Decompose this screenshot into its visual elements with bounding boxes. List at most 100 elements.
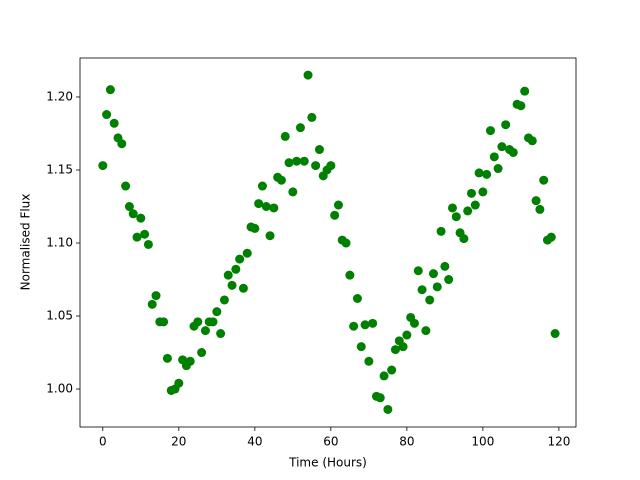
data-point [102,110,112,120]
y-tick-label: 1.20 [46,89,73,103]
data-point [105,85,115,95]
data-point [440,261,450,271]
x-tick-label: 40 [247,435,262,449]
data-point [501,120,511,130]
data-point [269,203,279,213]
x-tick-label: 100 [471,435,494,449]
data-point [485,126,495,136]
data-point [451,212,461,222]
y-tick-label: 1.05 [46,309,73,323]
data-point [208,317,218,327]
data-point [497,142,507,152]
y-axis-label: Normalised Flux [19,194,33,291]
data-point [242,248,252,258]
data-point [432,282,442,292]
data-point [326,161,336,171]
data-point [527,136,537,146]
data-point [147,299,157,309]
data-point [295,123,305,133]
data-point [288,187,298,197]
data-point [463,206,473,216]
data-point [216,329,226,339]
data-point [276,175,286,185]
data-point [478,187,488,197]
data-point [140,229,150,239]
data-point [314,145,324,155]
y-tick-label: 1.15 [46,162,73,176]
data-point [341,238,351,248]
data-point [143,239,153,249]
data-point [364,356,374,366]
data-point [257,181,267,191]
data-point [174,378,184,388]
data-point [349,321,359,331]
data-point [550,329,560,339]
x-tick-label: 80 [399,435,414,449]
data-point [212,307,222,317]
x-tick-label: 60 [323,435,338,449]
data-point [428,269,438,279]
data-point [493,164,503,174]
data-point [128,209,138,219]
data-point [466,188,476,198]
data-point [508,147,518,157]
data-point [352,293,362,303]
data-point [250,223,260,233]
data-point [265,231,275,241]
data-point [280,131,290,141]
data-point [299,156,309,166]
data-point [489,152,499,162]
data-point [413,266,423,276]
data-point [356,342,366,352]
data-point [539,175,549,185]
data-point [235,254,245,264]
x-tick-label: 120 [547,435,570,449]
data-point [185,356,195,366]
x-tick-label: 20 [171,435,186,449]
data-point [379,371,389,381]
data-point [193,317,203,327]
data-point [417,285,427,295]
data-point [383,404,393,414]
data-point [292,156,302,166]
data-point [535,204,545,214]
data-point [223,270,233,280]
y-tick-label: 1.00 [46,382,73,396]
data-point [284,158,294,168]
data-point [368,318,378,328]
data-point [231,264,241,274]
data-point [136,213,146,223]
data-point [159,317,169,327]
data-point [311,161,321,171]
data-point [444,275,454,285]
data-point [447,203,457,213]
data-point [238,283,248,293]
data-point [459,234,469,244]
data-point [409,318,419,328]
data-point [307,112,317,122]
x-tick-label: 0 [99,435,107,449]
data-point [227,280,237,290]
data-point [421,326,431,336]
data-point [398,342,408,352]
data-point [375,393,385,403]
data-point [387,365,397,375]
data-point [402,330,412,340]
data-point [482,169,492,179]
data-point [531,196,541,206]
data-point [474,168,484,178]
data-point [197,348,207,358]
data-point [117,139,127,149]
data-point [516,101,526,111]
x-axis-label: Time (Hours) [288,456,367,470]
data-point [436,226,446,236]
data-point [151,291,161,301]
data-point [219,295,229,305]
plot-frame [79,57,577,428]
data-point [390,345,400,355]
data-point [261,202,271,212]
data-point [470,200,480,210]
data-point [132,232,142,242]
